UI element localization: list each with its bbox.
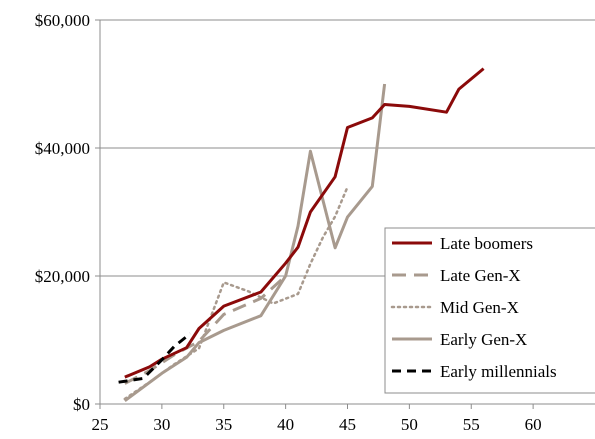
x-tick-label: 50 [401, 415, 418, 434]
legend-label: Late boomers [440, 234, 533, 253]
y-tick-label: $40,000 [35, 139, 90, 158]
series-line-late-boomers [124, 67, 485, 379]
legend: Late boomers Late Gen-X Mid Gen-X Early Gen… [384, 227, 595, 394]
x-tick-label: 45 [339, 415, 356, 434]
x-tick-label: 30 [153, 415, 170, 434]
y-tick-label: $20,000 [35, 267, 90, 286]
legend-box [384, 227, 595, 394]
x-tick-label: 35 [215, 415, 232, 434]
legend-items: Late boomers Late Gen-X Mid Gen-X Early Gen… [390, 234, 557, 381]
x-tick-label: 40 [277, 415, 294, 434]
y-tick-label: $60,000 [35, 11, 90, 30]
series-lines [118, 67, 485, 403]
x-tick-label: 55 [463, 415, 480, 434]
legend-label: Mid Gen-X [440, 298, 519, 317]
axes: $0 $20,000 $40,000 $60,000 25 30 35 40 45 50 55 60 [35, 11, 595, 434]
series-line-mid-gen-x [123, 185, 349, 401]
x-tick-label: 60 [525, 415, 542, 434]
y-tick-label: $0 [73, 395, 90, 414]
x-tick-label: 25 [92, 415, 109, 434]
series-line-early-millennials [118, 332, 192, 384]
legend-label: Early millennials [440, 362, 557, 381]
legend-label: Early Gen-X [440, 330, 527, 349]
legend-label: Late Gen-X [440, 266, 521, 285]
